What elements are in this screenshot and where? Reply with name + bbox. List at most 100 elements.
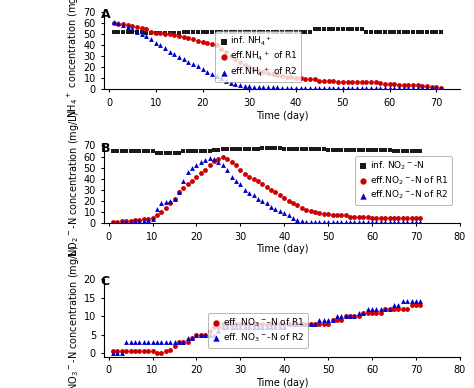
eff.NH$_4$$^+$ of R1 (115, 21, 122, 27)
eff.NO$_2$$^-$-N of R1 (390, 215, 398, 221)
Y-axis label: NH$_4$$^+$ concentration (mg/L): NH$_4$$^+$ concentration (mg/L) (66, 0, 81, 118)
eff.NO$_2$$^-$-N of R2 (373, 219, 380, 225)
eff.NH$_4$$^+$ of R2 (381, 85, 389, 92)
eff.NO$_2$$^-$-N of R2 (276, 208, 283, 214)
eff. NO$_3$$^-$-N of R1 (254, 320, 262, 327)
eff.NH$_4$$^+$ of R1 (428, 84, 436, 90)
eff.NH$_4$$^+$ of R1 (231, 56, 239, 62)
eff.NH$_4$$^+$ of R1 (311, 76, 319, 83)
eff.NH$_4$$^+$ of R2 (292, 85, 300, 92)
eff. NO$_3$$^-$-N of R1 (188, 335, 196, 341)
eff. NO$_3$$^-$-N of R1 (285, 320, 292, 327)
eff.NO$_2$$^-$-N of R1 (285, 198, 292, 204)
eff.NO$_2$$^-$-N of R1 (184, 181, 191, 187)
eff.NO$_2$$^-$-N of R2 (281, 210, 288, 216)
eff.NO$_2$$^-$-N of R2 (408, 219, 415, 225)
eff. NO$_3$$^-$-N of R2 (192, 332, 200, 338)
eff.NO$_2$$^-$-N of R2 (232, 178, 240, 184)
eff.NH$_4$$^+$ of R2 (419, 85, 426, 92)
eff.NO$_2$$^-$-N of R2 (171, 196, 178, 202)
eff.NH$_4$$^+$ of R1 (409, 82, 417, 88)
inf. NO$_2$$^-$-N (188, 148, 196, 154)
inf. NH$_4$$^+$ (138, 29, 146, 35)
inf. NO$_2$$^-$-N (281, 146, 288, 152)
eff. NO$_3$$^-$-N of R2 (171, 339, 178, 345)
eff. NO$_3$$^-$-N of R1 (122, 348, 130, 355)
inf. NH$_4$$^+$ (180, 29, 188, 35)
inf. NH$_4$$^+$ (171, 29, 178, 36)
eff.NH$_4$$^+$ of R1 (255, 68, 263, 74)
inf. NH$_4$$^+$ (175, 29, 183, 36)
eff.NH$_4$$^+$ of R1 (325, 78, 333, 84)
eff.NO$_2$$^-$-N of R2 (355, 219, 363, 225)
eff.NH$_4$$^+$ of R1 (227, 53, 234, 59)
eff.NO$_2$$^-$-N of R2 (109, 220, 117, 226)
eff.NO$_2$$^-$-N of R2 (131, 218, 139, 224)
inf. NO$_2$$^-$-N (412, 148, 419, 154)
eff.NH$_4$$^+$ of R2 (110, 19, 118, 25)
inf. NO$_2$$^-$-N (289, 146, 297, 152)
inf. NH$_4$$^+$ (231, 29, 239, 35)
eff.NH$_4$$^+$ of R1 (438, 85, 445, 92)
eff.NO$_2$$^-$-N of R1 (210, 158, 218, 164)
eff. NO$_3$$^-$-N of R1 (328, 317, 336, 323)
eff.NO$_2$$^-$-N of R1 (382, 215, 389, 221)
inf. NO$_2$$^-$-N (140, 148, 147, 154)
eff.NO$_2$$^-$-N of R1 (246, 173, 253, 180)
eff.NH$_4$$^+$ of R1 (423, 83, 431, 89)
eff.NO$_2$$^-$-N of R1 (171, 196, 178, 202)
eff.NO$_2$$^-$-N of R1 (228, 159, 236, 165)
eff. NO$_3$$^-$-N of R2 (328, 317, 336, 323)
eff.NO$_2$$^-$-N of R1 (289, 200, 297, 206)
eff.NO$_2$$^-$-N of R1 (136, 217, 143, 223)
eff.NO$_2$$^-$-N of R1 (307, 208, 314, 214)
inf. NO$_2$$^-$-N (210, 147, 218, 153)
inf. NH$_4$$^+$ (194, 29, 201, 35)
eff.NH$_4$$^+$ of R2 (269, 84, 276, 90)
eff.NH$_4$$^+$ of R2 (428, 85, 436, 92)
eff.NH$_4$$^+$ of R2 (213, 73, 220, 79)
eff.NO$_2$$^-$-N of R2 (285, 212, 292, 218)
inf. NO$_2$$^-$-N (399, 148, 407, 154)
eff.NH$_4$$^+$ of R1 (161, 31, 169, 37)
eff.NO$_2$$^-$-N of R1 (359, 213, 367, 220)
eff.NO$_2$$^-$-N of R1 (153, 212, 161, 218)
inf. NH$_4$$^+$ (348, 26, 356, 33)
eff. NO$_3$$^-$-N of R1 (293, 320, 301, 327)
eff. NO$_3$$^-$-N of R1 (210, 324, 218, 331)
eff. NO$_3$$^-$-N of R2 (223, 324, 231, 331)
eff.NO$_2$$^-$-N of R2 (241, 187, 248, 193)
eff.NO$_2$$^-$-N of R2 (180, 178, 187, 184)
eff.NH$_4$$^+$ of R1 (218, 46, 225, 52)
eff. NO$_3$$^-$-N of R2 (166, 339, 174, 345)
inf. NH$_4$$^+$ (147, 29, 155, 36)
eff. NO$_3$$^-$-N of R1 (136, 348, 143, 355)
eff.NO$_2$$^-$-N of R1 (140, 216, 147, 222)
eff.NO$_2$$^-$-N of R1 (386, 215, 393, 221)
eff. NO$_3$$^-$-N of R1 (267, 320, 275, 327)
eff. NO$_3$$^-$-N of R1 (355, 313, 363, 319)
inf. NH$_4$$^+$ (391, 29, 398, 35)
eff. NO$_3$$^-$-N of R1 (276, 320, 283, 327)
eff.NO$_2$$^-$-N of R1 (157, 209, 165, 215)
eff.NO$_2$$^-$-N of R2 (390, 219, 398, 225)
inf. NO$_2$$^-$-N (328, 147, 336, 153)
eff.NO$_2$$^-$-N of R2 (403, 219, 411, 225)
eff.NO$_2$$^-$-N of R2 (368, 219, 376, 225)
eff. NO$_3$$^-$-N of R1 (162, 348, 170, 355)
eff.NH$_4$$^+$ of R2 (348, 85, 356, 92)
eff.NH$_4$$^+$ of R1 (166, 31, 173, 37)
eff.NH$_4$$^+$ of R2 (363, 85, 370, 92)
inf. NH$_4$$^+$ (438, 29, 445, 35)
eff.NH$_4$$^+$ of R2 (433, 85, 440, 92)
inf. NO$_2$$^-$-N (377, 147, 384, 153)
eff.NO$_2$$^-$-N of R1 (263, 184, 271, 190)
eff. NO$_3$$^-$-N of R2 (355, 309, 363, 315)
eff.NH$_4$$^+$ of R2 (367, 85, 374, 92)
inf. NH$_4$$^+$ (334, 26, 342, 33)
inf. NH$_4$$^+$ (419, 29, 426, 35)
inf. NO$_2$$^-$-N (263, 145, 271, 151)
inf. NH$_4$$^+$ (358, 26, 365, 33)
eff.NO$_2$$^-$-N of R2 (417, 219, 424, 225)
eff. NO$_3$$^-$-N of R2 (232, 324, 240, 331)
